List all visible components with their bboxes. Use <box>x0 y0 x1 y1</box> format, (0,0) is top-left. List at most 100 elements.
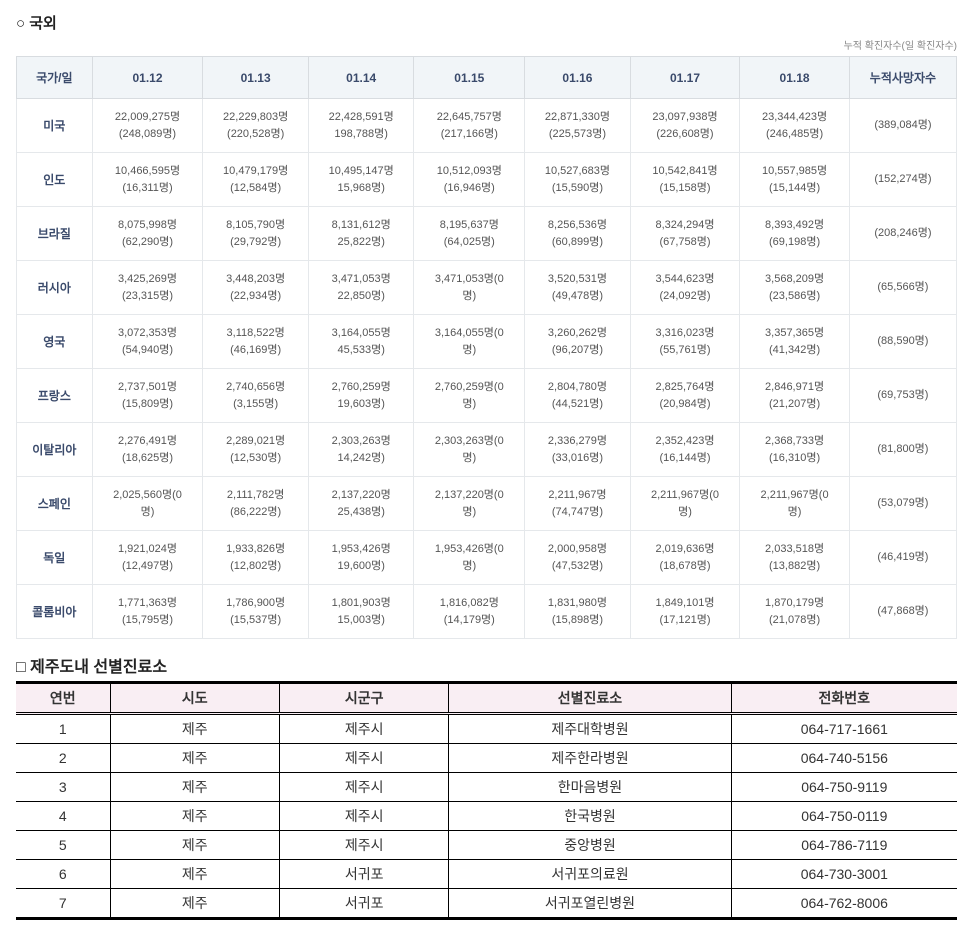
data-cell: 3,471,053명 22,850명) <box>308 261 414 315</box>
country-cell: 미국 <box>17 99 93 153</box>
country-cell: 브라질 <box>17 207 93 261</box>
country-cell: 러시아 <box>17 261 93 315</box>
data-cell: 3,316,023명 (55,761명) <box>630 315 740 369</box>
data-cell: 2,303,263명 14,242명) <box>308 423 414 477</box>
cell: 제주 <box>110 802 279 831</box>
data-cell: 2,825,764명 (20,984명) <box>630 369 740 423</box>
cell: 서귀포 <box>279 860 448 889</box>
th-num: 연번 <box>16 683 110 714</box>
cell: 064-740-5156 <box>731 744 957 773</box>
data-cell: 2,211,967명 (74,747명) <box>525 477 631 531</box>
data-cell: 10,557,985명 (15,144명) <box>740 153 850 207</box>
data-cell: 23,097,938명 (226,608명) <box>630 99 740 153</box>
data-cell: 22,645,757명 (217,166명) <box>414 99 525 153</box>
data-cell: 3,164,055명 45,533명) <box>308 315 414 369</box>
cell: 서귀포열린병원 <box>449 889 731 919</box>
cell: 중앙병원 <box>449 831 731 860</box>
data-cell: 8,324,294명 (67,758명) <box>630 207 740 261</box>
data-cell: 3,072,353명 (54,940명) <box>92 315 203 369</box>
data-cell: 3,544,623명 (24,092명) <box>630 261 740 315</box>
data-cell: 1,933,826명 (12,802명) <box>203 531 309 585</box>
clinic-table: 연번 시도 시군구 선별진료소 전화번호 1제주제주시제주대학병원064-717… <box>16 681 957 920</box>
cell: 제주시 <box>279 831 448 860</box>
cell: 서귀포의료원 <box>449 860 731 889</box>
data-cell: 8,075,998명 (62,290명) <box>92 207 203 261</box>
country-cell: 프랑스 <box>17 369 93 423</box>
table-row: 1제주제주시제주대학병원064-717-1661 <box>16 714 957 744</box>
table-row: 콜롬비아1,771,363명 (15,795명)1,786,900명 (15,5… <box>17 585 957 639</box>
cell: 064-762-8006 <box>731 889 957 919</box>
data-cell: 22,428,591명 198,788명) <box>308 99 414 153</box>
data-cell: 2,000,958명 (47,532명) <box>525 531 631 585</box>
table-row: 미국22,009,275명 (248,089명)22,229,803명 (220… <box>17 99 957 153</box>
th-country: 국가/일 <box>17 57 93 99</box>
th-0114: 01.14 <box>308 57 414 99</box>
cell: 제주시 <box>279 773 448 802</box>
table-row: 6제주서귀포서귀포의료원064-730-3001 <box>16 860 957 889</box>
data-cell: 3,357,365명 (41,342명) <box>740 315 850 369</box>
data-cell: 3,471,053명(0 명) <box>414 261 525 315</box>
table-row: 프랑스2,737,501명 (15,809명)2,740,656명 (3,155… <box>17 369 957 423</box>
country-cell: 독일 <box>17 531 93 585</box>
table-row: 5제주제주시중앙병원064-786-7119 <box>16 831 957 860</box>
table-row: 러시아3,425,269명 (23,315명)3,448,203명 (22,93… <box>17 261 957 315</box>
cell: 3 <box>16 773 110 802</box>
table-row: 7제주서귀포서귀포열린병원064-762-8006 <box>16 889 957 919</box>
data-cell: 10,512,093명 (16,946명) <box>414 153 525 207</box>
th-sido: 시도 <box>110 683 279 714</box>
cell: 5 <box>16 831 110 860</box>
data-cell: 22,229,803명 (220,528명) <box>203 99 309 153</box>
data-cell: 10,527,683명 (15,590명) <box>525 153 631 207</box>
overseas-table: 국가/일 01.12 01.13 01.14 01.15 01.16 01.17… <box>16 56 957 639</box>
table-row: 영국3,072,353명 (54,940명)3,118,522명 (46,169… <box>17 315 957 369</box>
th-phone: 전화번호 <box>731 683 957 714</box>
cell: 제주 <box>110 889 279 919</box>
data-cell: 3,520,531명 (49,478명) <box>525 261 631 315</box>
deaths-cell: (47,868명) <box>849 585 956 639</box>
data-cell: 2,804,780명 (44,521명) <box>525 369 631 423</box>
data-cell: 2,740,656명 (3,155명) <box>203 369 309 423</box>
data-cell: 3,568,209명 (23,586명) <box>740 261 850 315</box>
data-cell: 2,025,560명(0 명) <box>92 477 203 531</box>
deaths-cell: (65,566명) <box>849 261 956 315</box>
data-cell: 10,479,179명 (12,584명) <box>203 153 309 207</box>
table-row: 독일1,921,024명 (12,497명)1,933,826명 (12,802… <box>17 531 957 585</box>
cell: 4 <box>16 802 110 831</box>
data-cell: 10,466,595명 (16,311명) <box>92 153 203 207</box>
deaths-cell: (389,084명) <box>849 99 956 153</box>
cell: 064-786-7119 <box>731 831 957 860</box>
cell: 제주 <box>110 831 279 860</box>
data-cell: 2,111,782명 (86,222명) <box>203 477 309 531</box>
data-cell: 8,393,492명 (69,198명) <box>740 207 850 261</box>
table2-header-row: 연번 시도 시군구 선별진료소 전화번호 <box>16 683 957 714</box>
data-cell: 8,256,536명 (60,899명) <box>525 207 631 261</box>
cell: 1 <box>16 714 110 744</box>
cell: 2 <box>16 744 110 773</box>
th-0113: 01.13 <box>203 57 309 99</box>
cell: 제주 <box>110 744 279 773</box>
table-row: 3제주제주시한마음병원064-750-9119 <box>16 773 957 802</box>
data-cell: 2,303,263명(0 명) <box>414 423 525 477</box>
deaths-cell: (53,079명) <box>849 477 956 531</box>
data-cell: 22,009,275명 (248,089명) <box>92 99 203 153</box>
data-cell: 3,118,522명 (46,169명) <box>203 315 309 369</box>
data-cell: 1,849,101명 (17,121명) <box>630 585 740 639</box>
table-row: 2제주제주시제주한라병원064-740-5156 <box>16 744 957 773</box>
data-cell: 2,289,021명 (12,530명) <box>203 423 309 477</box>
data-cell: 8,195,637명 (64,025명) <box>414 207 525 261</box>
th-deaths: 누적사망자수 <box>849 57 956 99</box>
deaths-cell: (81,800명) <box>849 423 956 477</box>
data-cell: 1,786,900명 (15,537명) <box>203 585 309 639</box>
cell: 064-750-9119 <box>731 773 957 802</box>
data-cell: 2,760,259명(0 명) <box>414 369 525 423</box>
data-cell: 3,260,262명 (96,207명) <box>525 315 631 369</box>
deaths-cell: (88,590명) <box>849 315 956 369</box>
cell: 제주 <box>110 714 279 744</box>
cell: 제주 <box>110 860 279 889</box>
deaths-cell: (46,419명) <box>849 531 956 585</box>
th-0117: 01.17 <box>630 57 740 99</box>
data-cell: 23,344,423명 (246,485명) <box>740 99 850 153</box>
cell: 제주시 <box>279 744 448 773</box>
th-0118: 01.18 <box>740 57 850 99</box>
th-0116: 01.16 <box>525 57 631 99</box>
